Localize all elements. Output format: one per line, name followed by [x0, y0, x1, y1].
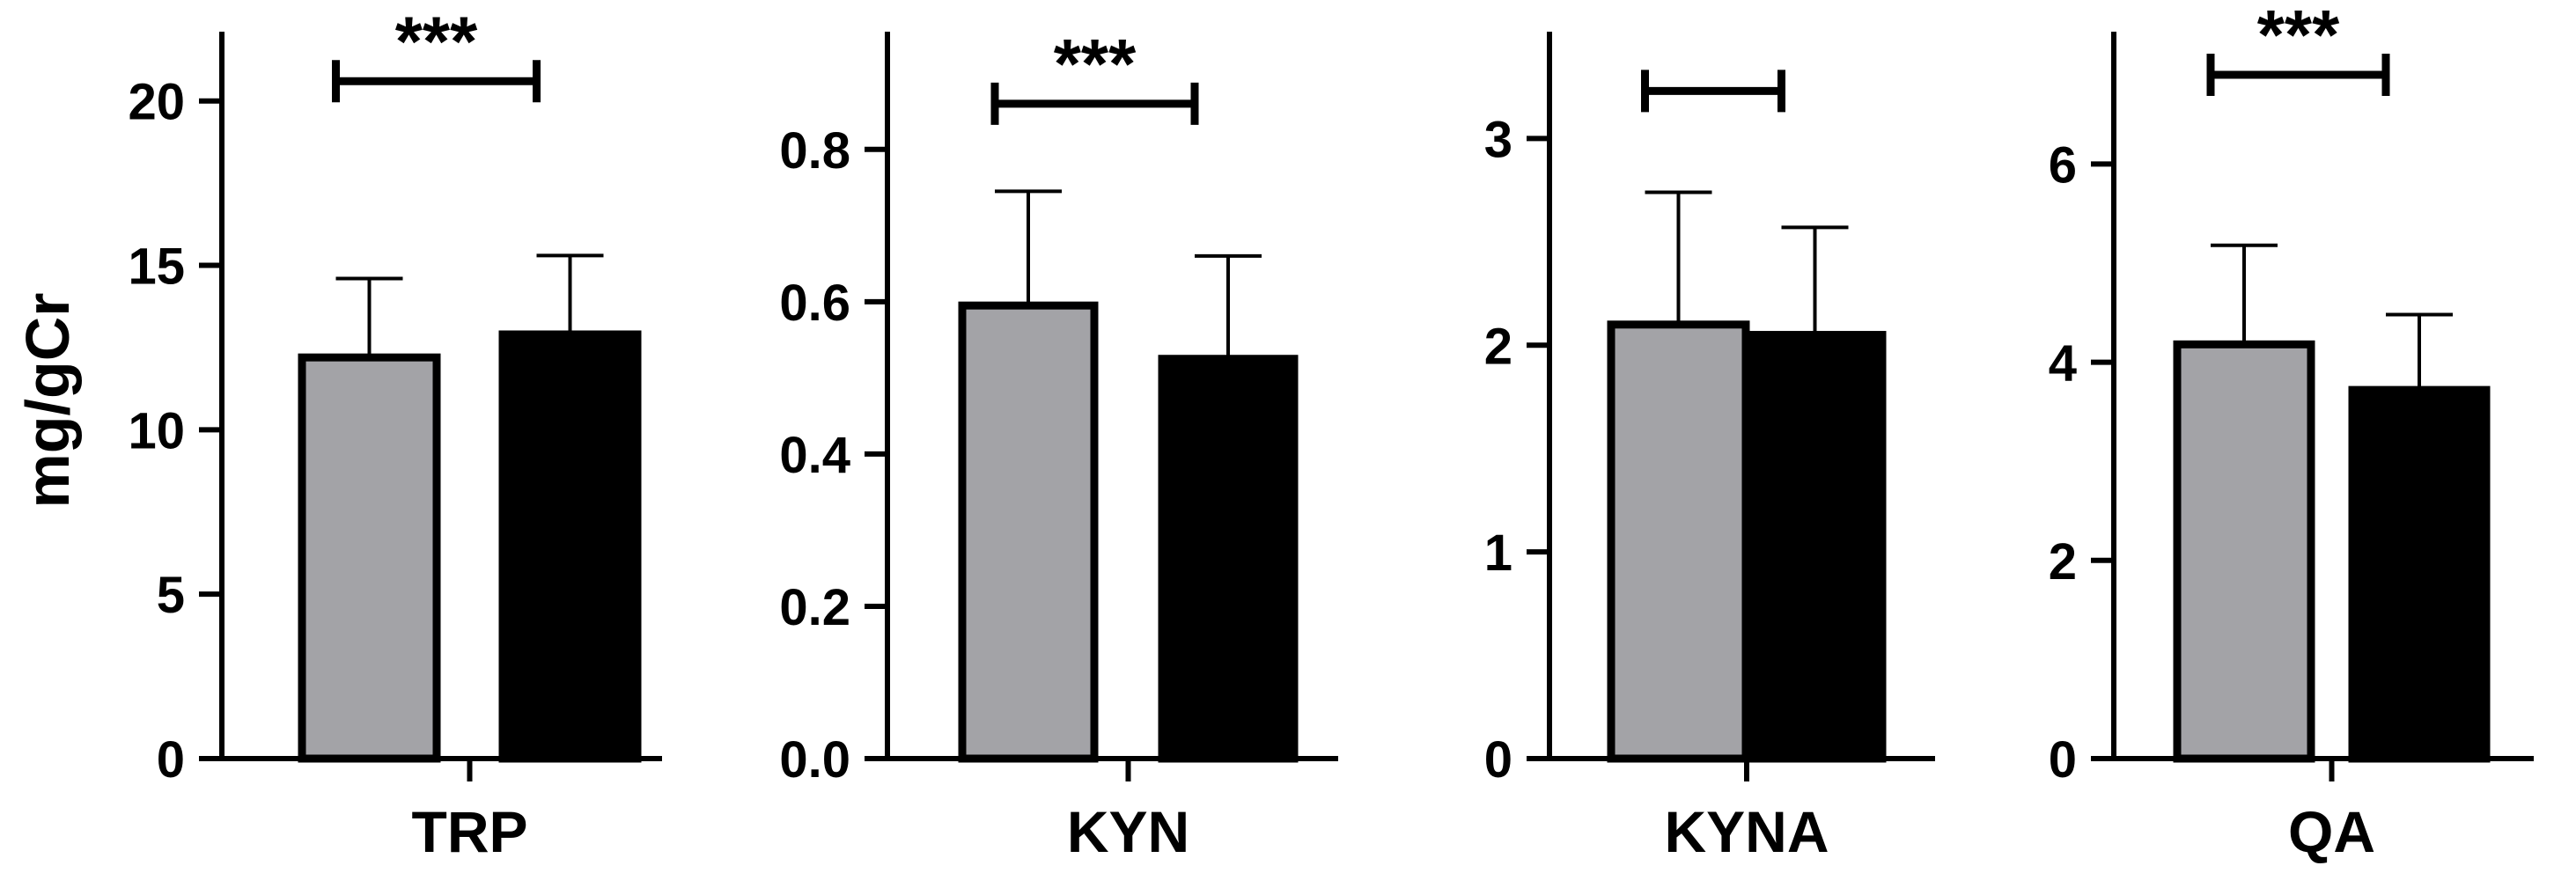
y-tick-label: 0.8: [779, 122, 850, 180]
y-tick-label: 2: [2049, 533, 2077, 591]
y-tick-label: 0: [157, 731, 185, 789]
y-tick-label: 20: [128, 74, 185, 131]
y-tick-label: 0.0: [779, 731, 850, 789]
y-tick-label: 4: [2049, 335, 2077, 392]
y-tick-label: 0.6: [779, 275, 850, 332]
bar: [2173, 340, 2315, 763]
panel-kyn: 0.0 0.2 0.4 0.6 0.8 KYN ***: [779, 25, 1338, 864]
bar: [958, 301, 1099, 763]
y-tick-label: 15: [128, 238, 185, 296]
significance-label: ***: [1054, 25, 1137, 103]
y-tick-label: 0.2: [779, 579, 850, 636]
category-label: KYN: [1067, 799, 1189, 864]
bar: [1743, 331, 1887, 763]
panel-kyna: 0 1 2 3 KYNA: [1484, 32, 1935, 864]
y-tick-label: 2: [1484, 318, 1512, 375]
bar: [1158, 355, 1299, 763]
bar: [1607, 320, 1750, 763]
y-tick-label: 0.4: [779, 427, 850, 484]
y-tick-label: 0: [2049, 731, 2077, 789]
y-tick-label: 0: [1484, 731, 1512, 789]
category-label: TRP: [412, 799, 528, 864]
y-axis-title: mg/gCr: [13, 293, 82, 509]
bar: [498, 330, 642, 763]
y-tick-label: 1: [1484, 525, 1512, 582]
significance-label: ***: [2257, 0, 2340, 74]
y-tick-label: 6: [2049, 136, 2077, 194]
bar: [298, 353, 441, 763]
significance-label: ***: [395, 2, 478, 80]
panel-qa: 0 2 4 6 QA ***: [2049, 0, 2534, 864]
panel-trp: 0 5 10 15 20 TRP ***: [128, 2, 662, 864]
bar: [2348, 385, 2491, 763]
y-tick-label: 3: [1484, 111, 1512, 168]
category-label: QA: [2288, 799, 2375, 864]
y-tick-label: 10: [128, 402, 185, 459]
category-label: KYNA: [1664, 799, 1829, 864]
y-tick-label: 5: [157, 567, 185, 624]
